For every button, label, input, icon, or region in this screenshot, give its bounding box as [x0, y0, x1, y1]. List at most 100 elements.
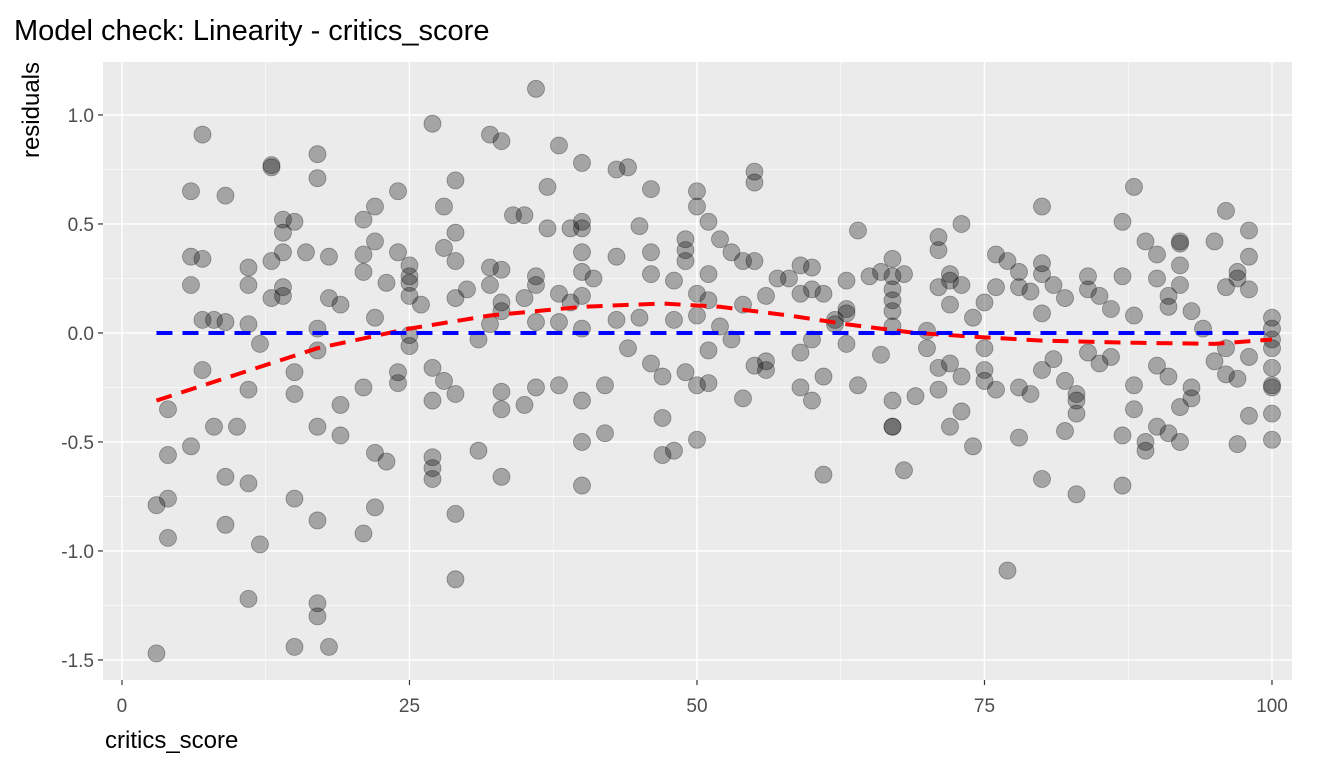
point — [688, 197, 706, 216]
point — [159, 400, 177, 419]
point — [1240, 280, 1258, 299]
point — [1182, 378, 1201, 397]
point — [423, 459, 442, 478]
point — [1205, 352, 1224, 371]
point — [607, 247, 626, 266]
point — [423, 391, 442, 410]
y-tick-label: -0.5 — [61, 433, 94, 454]
point — [285, 489, 304, 508]
point — [1113, 476, 1132, 495]
point — [653, 446, 672, 464]
point — [1263, 430, 1281, 449]
point — [1182, 389, 1201, 408]
point — [1228, 269, 1247, 288]
point — [964, 308, 982, 327]
point — [688, 306, 706, 325]
x-tick-label: 25 — [399, 696, 420, 717]
point — [1136, 232, 1155, 251]
point — [803, 280, 821, 299]
point — [1263, 308, 1281, 327]
point — [895, 265, 913, 284]
point — [481, 276, 499, 294]
point — [1010, 378, 1028, 397]
point — [883, 280, 902, 299]
point — [527, 378, 545, 397]
point — [1056, 289, 1074, 307]
point — [182, 182, 200, 201]
point — [883, 249, 902, 268]
point — [952, 402, 971, 421]
point — [320, 247, 338, 266]
point — [1171, 256, 1189, 275]
point — [1021, 282, 1040, 301]
point — [653, 367, 672, 386]
point — [573, 391, 591, 410]
point — [1044, 350, 1063, 369]
chart-title: Model check: Linearity - critics_score — [14, 15, 489, 47]
point — [515, 289, 534, 307]
point — [975, 372, 994, 390]
point — [837, 271, 856, 290]
point — [1125, 306, 1143, 325]
point — [1159, 424, 1178, 443]
point — [1033, 361, 1051, 379]
point — [975, 361, 994, 379]
y-axis-title: residuals — [18, 62, 45, 158]
point — [1217, 201, 1235, 220]
point — [883, 302, 902, 321]
point — [1056, 372, 1074, 390]
point — [492, 293, 511, 312]
point — [308, 511, 327, 530]
point — [285, 385, 304, 403]
point — [446, 385, 465, 403]
point — [1263, 339, 1281, 358]
point — [492, 467, 511, 486]
point — [182, 437, 200, 456]
point — [1079, 343, 1097, 362]
point — [1171, 276, 1189, 294]
point — [676, 252, 695, 270]
point — [596, 376, 614, 395]
point — [987, 278, 1005, 297]
y-tick-label: 0.5 — [68, 215, 94, 236]
point — [400, 273, 419, 292]
point — [1159, 287, 1178, 305]
point — [354, 210, 373, 229]
point — [883, 417, 902, 436]
point — [481, 125, 499, 144]
point — [239, 258, 258, 277]
points — [147, 79, 1281, 663]
point — [423, 358, 442, 377]
point — [274, 210, 292, 229]
point — [446, 289, 465, 307]
x-tick-label: 50 — [686, 696, 707, 717]
point — [400, 267, 419, 286]
point — [239, 315, 258, 334]
point — [803, 258, 821, 277]
point — [1033, 254, 1051, 273]
point — [1240, 247, 1258, 266]
point — [1228, 435, 1247, 454]
point — [1079, 267, 1097, 286]
point — [193, 310, 212, 329]
point — [469, 441, 488, 460]
point — [837, 304, 856, 323]
point — [573, 476, 591, 495]
point — [400, 337, 419, 355]
point — [216, 186, 235, 205]
point — [492, 302, 511, 321]
point — [262, 252, 281, 270]
point — [308, 169, 327, 188]
point — [1079, 280, 1097, 299]
point — [883, 417, 902, 436]
point — [435, 239, 453, 257]
point — [964, 437, 982, 456]
point — [1136, 433, 1155, 451]
point — [1033, 470, 1051, 488]
x-tick-label: 75 — [974, 696, 995, 717]
point — [699, 374, 718, 392]
point — [193, 249, 212, 268]
point — [1263, 376, 1281, 395]
point — [1263, 358, 1281, 377]
point — [274, 223, 292, 242]
